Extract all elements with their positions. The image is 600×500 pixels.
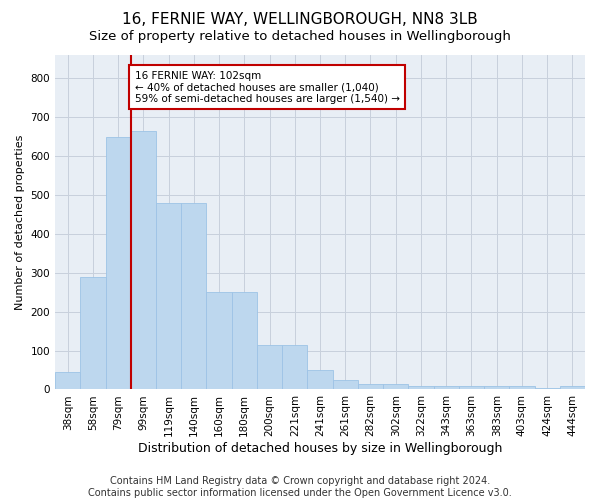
Bar bbox=[459, 386, 484, 390]
Bar bbox=[358, 384, 383, 390]
Text: 16, FERNIE WAY, WELLINGBOROUGH, NN8 3LB: 16, FERNIE WAY, WELLINGBOROUGH, NN8 3LB bbox=[122, 12, 478, 28]
Bar bbox=[409, 386, 434, 390]
X-axis label: Distribution of detached houses by size in Wellingborough: Distribution of detached houses by size … bbox=[138, 442, 502, 455]
Bar bbox=[206, 292, 232, 390]
Bar bbox=[156, 203, 181, 390]
Bar bbox=[181, 203, 206, 390]
Y-axis label: Number of detached properties: Number of detached properties bbox=[15, 134, 25, 310]
Text: 16 FERNIE WAY: 102sqm
← 40% of detached houses are smaller (1,040)
59% of semi-d: 16 FERNIE WAY: 102sqm ← 40% of detached … bbox=[134, 70, 400, 104]
Bar bbox=[55, 372, 80, 390]
Text: Contains HM Land Registry data © Crown copyright and database right 2024.
Contai: Contains HM Land Registry data © Crown c… bbox=[88, 476, 512, 498]
Text: Size of property relative to detached houses in Wellingborough: Size of property relative to detached ho… bbox=[89, 30, 511, 43]
Bar bbox=[383, 384, 409, 390]
Bar bbox=[282, 344, 307, 390]
Bar bbox=[509, 386, 535, 390]
Bar bbox=[332, 380, 358, 390]
Bar bbox=[535, 388, 560, 390]
Bar bbox=[106, 136, 131, 390]
Bar bbox=[131, 131, 156, 390]
Bar bbox=[80, 276, 106, 390]
Bar bbox=[257, 344, 282, 390]
Bar bbox=[560, 386, 585, 390]
Bar bbox=[232, 292, 257, 390]
Bar bbox=[434, 386, 459, 390]
Bar bbox=[307, 370, 332, 390]
Bar bbox=[484, 386, 509, 390]
